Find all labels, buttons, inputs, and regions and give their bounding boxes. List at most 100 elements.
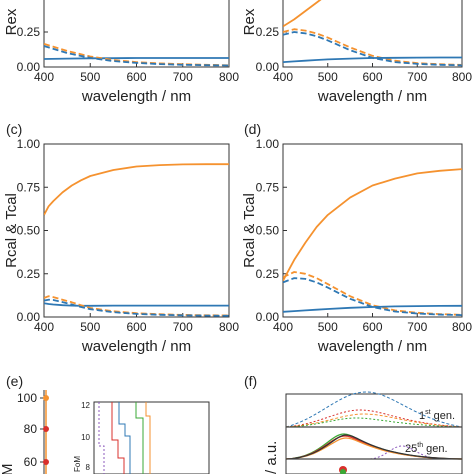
x-tick-label: 700 xyxy=(173,70,193,84)
panel-label-c: (c) xyxy=(6,121,22,137)
panel-a: 400 500 600 700 800 0.00 0.25 wavelength / nm Re… xyxy=(3,0,239,105)
series-line-r-dashed xyxy=(283,271,462,316)
y-tick-label: 0.00 xyxy=(17,310,41,324)
series-group xyxy=(44,43,229,67)
plot-frame xyxy=(43,0,230,68)
panel-f-spectrum xyxy=(285,417,463,428)
x-axis-label: wavelength / nm xyxy=(81,338,191,355)
series-line-t-solid xyxy=(44,57,229,60)
panel-e-inset-tick: 8 xyxy=(86,463,91,472)
panel-e-ylabel: M xyxy=(0,464,16,474)
panel-c: 400 500 600 700 800 0.00 0.25 0.50 0.75 1.00 wavel… xyxy=(3,137,239,355)
panel-e-ytick: 60 xyxy=(24,455,38,469)
x-tick-label: 600 xyxy=(126,320,146,334)
y-axis-label: Rcal & Tcal xyxy=(3,193,20,268)
x-tick-label: 800 xyxy=(219,320,239,334)
x-tick-label: 400 xyxy=(34,320,54,334)
x-tick-label: 400 xyxy=(273,320,293,334)
panel-e-inset xyxy=(93,401,210,474)
x-tick-label: 700 xyxy=(407,320,427,334)
panel-f: / a.u. 1st gen. 25th gen. xyxy=(263,391,463,474)
series-line-t-dashed xyxy=(44,45,229,67)
y-tick-label: 0.25 xyxy=(256,25,280,39)
y-axis-label: Rex xyxy=(3,8,20,35)
panel-f-marker xyxy=(340,469,346,474)
x-tick-label: 700 xyxy=(173,320,193,334)
x-tick-label: 500 xyxy=(318,320,338,334)
x-tick-label: 500 xyxy=(80,70,100,84)
y-tick-label: 0.00 xyxy=(256,60,280,74)
x-tick-label: 800 xyxy=(452,70,472,84)
series-line-r-solid xyxy=(283,0,322,28)
x-tick-label: 500 xyxy=(80,320,100,334)
x-tick-label: 600 xyxy=(362,70,382,84)
x-axis-label: wavelength / nm xyxy=(81,88,191,105)
x-tick-label: 600 xyxy=(362,320,382,334)
y-tick-label: 0.00 xyxy=(256,310,280,324)
panel-f-ylabel: / a.u. xyxy=(263,441,280,474)
plot-frame xyxy=(282,143,463,318)
y-tick-label: 0.75 xyxy=(17,180,41,194)
panel-e-ytick: 80 xyxy=(24,422,38,436)
panel-label-e: (e) xyxy=(6,373,23,389)
panel-e-inset-trace xyxy=(118,402,131,474)
y-tick-label: 0.75 xyxy=(256,180,280,194)
y-tick-label: 0.00 xyxy=(17,60,41,74)
panel-e-inset-trace xyxy=(111,402,125,474)
y-tick-label: 0.50 xyxy=(256,224,280,238)
series-line-t-solid xyxy=(44,302,229,307)
panel-f-spectrum xyxy=(285,409,463,428)
panel-f-spectrum xyxy=(285,413,463,428)
series-line-t-solid xyxy=(283,56,462,63)
panel-e-inset-tick: 10 xyxy=(81,433,90,442)
panel-e-marker xyxy=(43,426,49,432)
panel-e-inset-trace xyxy=(145,402,151,474)
series-group xyxy=(283,0,462,67)
x-tick-label: 400 xyxy=(34,70,54,84)
panel-f-gen1-label: 1st gen. xyxy=(419,409,455,422)
panel-f-gen25-label: 25th gen. xyxy=(405,442,448,455)
panel-e-inset-ylabel: FoM xyxy=(73,456,82,472)
x-axis-label: wavelength / nm xyxy=(317,88,427,105)
x-tick-label: 800 xyxy=(219,70,239,84)
series-line-t-solid xyxy=(283,304,462,313)
panel-e-inset-tick: 12 xyxy=(81,401,90,410)
series-line-r-solid xyxy=(283,168,462,282)
y-axis-label: Rcal & Tcal xyxy=(241,193,258,268)
panel-f-spectrum xyxy=(285,391,463,428)
x-tick-label: 800 xyxy=(452,320,472,334)
x-tick-label: 500 xyxy=(318,70,338,84)
y-tick-label: 1.00 xyxy=(256,137,280,151)
panel-f-spectrum xyxy=(285,434,463,460)
series-line-t-dashed xyxy=(283,277,462,316)
panel-e-inset-trace xyxy=(135,402,144,474)
y-tick-label: 0.25 xyxy=(17,267,41,281)
panel-e: M 100 80 60 12 10 8 FoM xyxy=(0,390,210,474)
y-tick-label: 1.00 xyxy=(17,137,41,151)
panel-f-spectrum xyxy=(369,445,441,460)
x-tick-label: 600 xyxy=(126,70,146,84)
panel-label-d: (d) xyxy=(244,121,261,137)
series-line-t-dashed xyxy=(283,31,462,67)
y-tick-label: 0.25 xyxy=(17,25,41,39)
x-axis-label: wavelength / nm xyxy=(317,338,427,355)
panel-d: 400 500 600 700 800 0.00 0.25 0.50 0.75 1.00 wavel… xyxy=(241,137,472,355)
plot-frame xyxy=(43,143,230,318)
series-group xyxy=(283,168,462,316)
panel-b: 400 500 600 700 800 0.00 0.25 wavelength / nm Re… xyxy=(241,0,472,105)
series-line-r-dashed xyxy=(44,295,229,317)
x-tick-label: 400 xyxy=(273,70,293,84)
panel-e-marker xyxy=(43,459,49,465)
panel-e-marker xyxy=(43,395,49,401)
panel-e-inset-trace xyxy=(98,402,105,474)
panel-f-frame xyxy=(285,393,463,474)
x-tick-label: 700 xyxy=(407,70,427,84)
series-group xyxy=(44,163,229,317)
panel-label-f: (f) xyxy=(244,373,257,389)
series-line-r-solid xyxy=(44,163,229,216)
y-tick-label: 0.25 xyxy=(256,267,280,281)
series-line-t-dashed xyxy=(44,298,229,317)
panel-e-ytick: 100 xyxy=(17,391,37,405)
y-axis-label: Rex xyxy=(241,8,258,35)
